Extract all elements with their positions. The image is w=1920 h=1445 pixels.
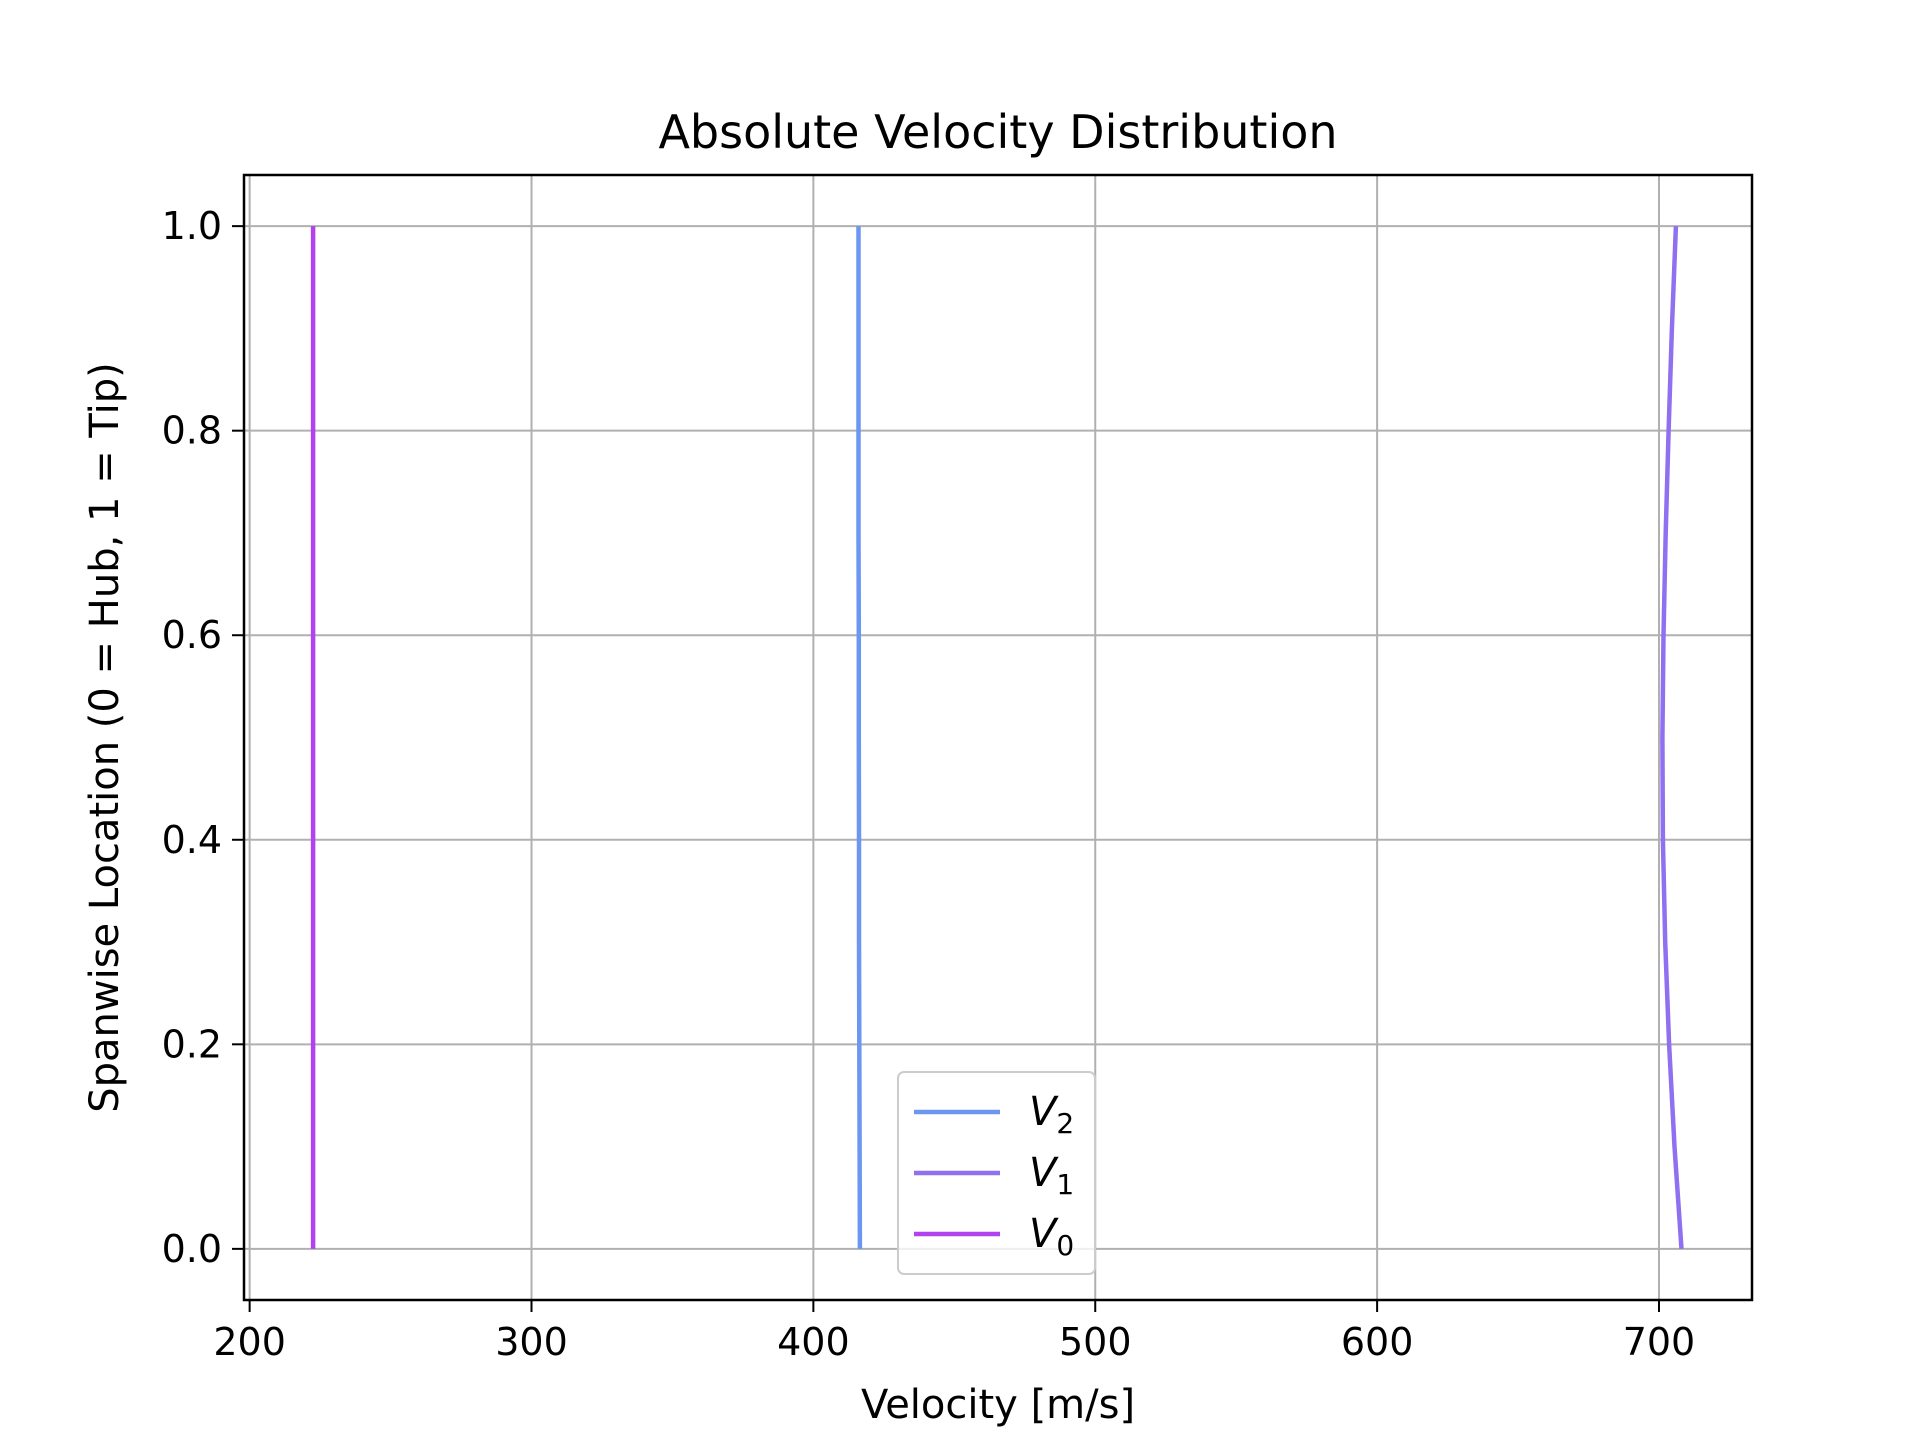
legend: V2 V1 V0 [897, 1071, 1096, 1275]
series-line-v1 [1660, 226, 1684, 1250]
y-axis-label: Spanwise Location (0 = Hub, 1 = Tip) [82, 362, 128, 1113]
legend-entry-v2: V2 [1029, 1089, 1074, 1140]
legend-entry-v1: V1 [1029, 1150, 1074, 1201]
x-tick-label: 700 [1623, 1320, 1696, 1364]
x-tick-label: 200 [213, 1320, 286, 1364]
series-line-v2 [856, 226, 863, 1249]
x-tick-label: 500 [1059, 1320, 1132, 1364]
y-tick-label: 0.8 [162, 409, 222, 453]
x-tick-label: 600 [1341, 1320, 1414, 1364]
plot-frame [242, 173, 1754, 1302]
y-tick-label: 0.6 [162, 613, 222, 657]
y-tick-label: 1.0 [162, 204, 222, 248]
x-ticks: 200 300 400 500 600 700 [213, 1300, 1695, 1364]
y-tick-label: 0.2 [162, 1022, 222, 1066]
x-tick-label: 300 [495, 1320, 568, 1364]
legend-entry-v0: V0 [1029, 1211, 1074, 1262]
x-tick-label: 400 [777, 1320, 850, 1364]
y-ticks: 0.0 0.2 0.4 0.6 0.8 1.0 [162, 204, 244, 1271]
chart-title: Absolute Velocity Distribution [658, 105, 1337, 159]
x-axis-label: Velocity [m/s] [861, 1382, 1135, 1428]
series-lines [310, 226, 1684, 1250]
grid [244, 175, 1752, 1300]
y-tick-label: 0.0 [162, 1227, 222, 1271]
y-tick-label: 0.4 [162, 818, 222, 862]
